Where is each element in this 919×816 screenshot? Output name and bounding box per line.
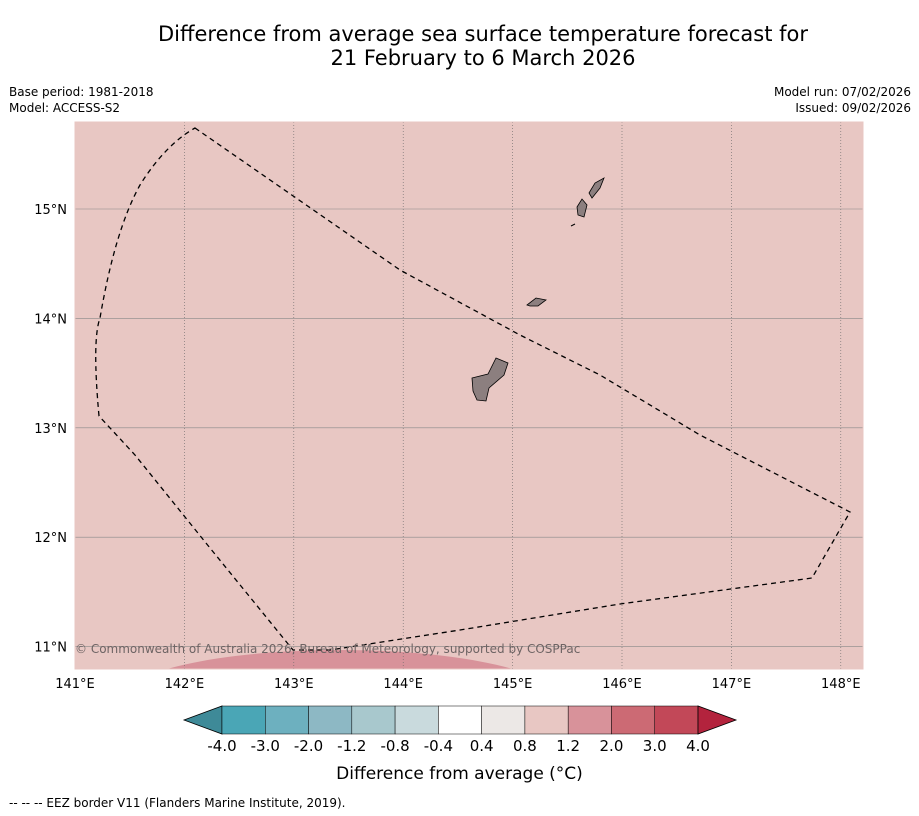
- colorbar-tick-label: -1.2: [337, 737, 366, 755]
- title-line-1: Difference from average sea surface temp…: [158, 22, 808, 46]
- latitude-label: 15°N: [34, 203, 67, 218]
- colorbar-bin: [221, 705, 266, 735]
- colorbar-bin: [351, 705, 396, 735]
- colorbar-label: Difference from average (°C): [336, 764, 583, 784]
- base-period: Base period: 1981-2018: [9, 85, 154, 99]
- colorbar-tick-label: -0.4: [424, 737, 453, 755]
- colorbar-bin: [308, 705, 353, 735]
- issued-date: Issued: 09/02/2026: [795, 101, 911, 115]
- colorbar-tick-label: -3.0: [251, 737, 280, 755]
- map-frame: [74, 121, 864, 670]
- rota-island: [526, 297, 547, 307]
- colorbar-tick-label: -4.0: [207, 737, 236, 755]
- colorbar-bin: [654, 705, 699, 735]
- colorbar-tick-label: 1.2: [556, 737, 580, 755]
- islet: [570, 223, 576, 227]
- colorbar-bin: [524, 705, 569, 735]
- tinian-island: [576, 198, 588, 218]
- meta-right: Model run: 07/02/2026 Issued: 09/02/2026: [774, 84, 911, 116]
- colorbar-tick-label: -2.0: [294, 737, 323, 755]
- longitude-label: 147°E: [712, 677, 752, 692]
- saipan-island: [588, 177, 605, 199]
- latitude-label: 12°N: [34, 531, 67, 546]
- colorbar-bin: [481, 705, 526, 735]
- colorbar: [182, 705, 738, 735]
- eez-border: [95, 127, 851, 651]
- longitude-labels: 141°E 142°E 143°E 144°E 145°E 146°E 147°E 148°E: [55, 677, 860, 692]
- latitude-labels: 15°N 14°N 13°N 12°N 11°N: [34, 203, 67, 656]
- colorbar-bin: [567, 705, 612, 735]
- graticule: [75, 122, 863, 669]
- colorbar-tick-label: 0.4: [470, 737, 494, 755]
- longitude-label: 143°E: [274, 677, 314, 692]
- longitude-label: 144°E: [383, 677, 423, 692]
- colorbar-tick-label: 0.8: [513, 737, 537, 755]
- longitude-label: 148°E: [821, 677, 861, 692]
- colorbar-bin: [265, 705, 309, 735]
- guam-island: [471, 357, 509, 402]
- title-line-2: 21 February to 6 March 2026: [330, 46, 636, 70]
- colorbar-bin: [611, 705, 655, 735]
- copyright-text: © Commonwealth of Australia 2026, Bureau…: [75, 642, 580, 656]
- longitude-label: 146°E: [602, 677, 642, 692]
- eez-legend: -- -- -- EEZ border V11 (Flanders Marine…: [9, 796, 346, 810]
- colorbar-tick-label: 2.0: [600, 737, 624, 755]
- chart-title: Difference from average sea surface temp…: [0, 22, 919, 70]
- colorbar-bin: [394, 705, 439, 735]
- latitude-label: 13°N: [34, 422, 67, 437]
- longitude-label: 141°E: [55, 677, 95, 692]
- latitude-label: 11°N: [34, 641, 67, 656]
- colorbar-ticks: -4.0 -3.0 -2.0 -1.2 -0.8 -0.4 0.4 0.8 1.2 2.0 3.0 4…: [207, 737, 710, 755]
- model-name: Model: ACCESS-S2: [9, 101, 121, 115]
- meta-left: Base period: 1981-2018 Model: ACCESS-S2: [9, 84, 154, 116]
- colorbar-tick-label: 4.0: [686, 737, 710, 755]
- colorbar-tick-label: 3.0: [643, 737, 667, 755]
- model-run: Model run: 07/02/2026: [773, 85, 911, 99]
- colorbar-bin: [438, 705, 482, 735]
- colorbar-extend-high: [697, 705, 738, 735]
- longitude-label: 145°E: [493, 677, 533, 692]
- anomaly-patch: [167, 650, 513, 669]
- longitude-label: 142°E: [165, 677, 205, 692]
- latitude-label: 14°N: [34, 312, 67, 327]
- colorbar-tick-label: -0.8: [380, 737, 409, 755]
- colorbar-extend-low: [182, 705, 223, 735]
